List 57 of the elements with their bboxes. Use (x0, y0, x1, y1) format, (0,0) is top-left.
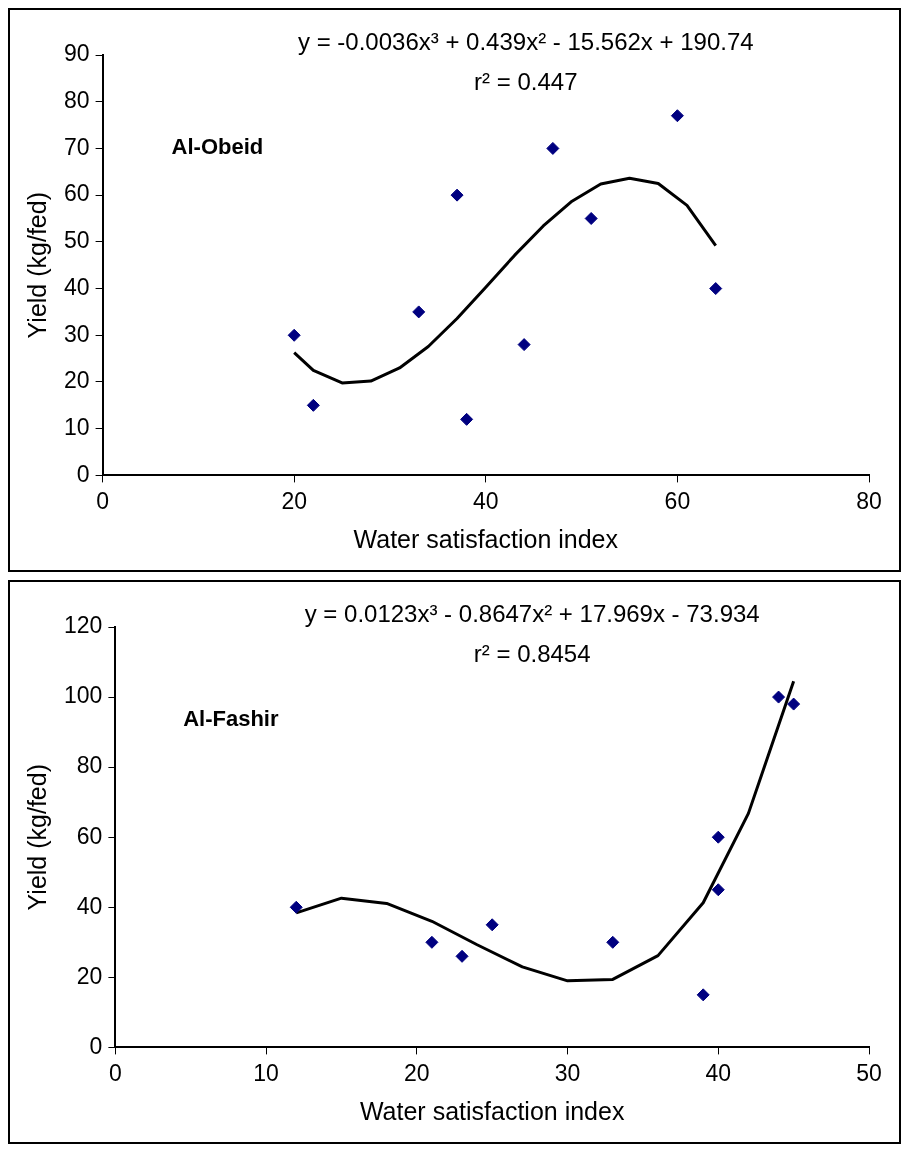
x-tick-label: 20 (281, 487, 307, 514)
y-axis-title: Yield (kg/fed) (22, 764, 51, 911)
x-tick-label: 50 (856, 1059, 882, 1086)
point (485, 918, 499, 932)
text: y = -0.0036x³ + 0.439x² - 15.562x + 190.74 (297, 27, 754, 55)
point (787, 697, 801, 711)
y-tick-label: 100 (64, 682, 103, 709)
text: y = 0.0123x³ - 0.8647x² + 17.969x - 73.934 (304, 599, 760, 627)
y-tick-label: 20 (76, 962, 103, 989)
x-tick-label: 60 (664, 487, 691, 514)
point (711, 830, 725, 844)
annotation: Al-Obeid (171, 133, 264, 159)
y-tick-label: 30 (63, 320, 90, 347)
x-tick-label: 40 (705, 1059, 732, 1086)
y-tick-label: 40 (76, 892, 103, 919)
point (517, 338, 531, 352)
y-tick-label: 40 (63, 273, 90, 300)
y-tick-label: 80 (63, 87, 90, 114)
x-axis-title: Water satisfaction index (353, 524, 619, 553)
point (711, 883, 725, 897)
x-axis-title: Water satisfaction index (359, 1096, 625, 1125)
y-tick-label: 0 (89, 1032, 103, 1059)
point (546, 141, 560, 155)
annotation: Al-Fashir (183, 705, 279, 731)
point (450, 188, 464, 202)
y-tick-label: 70 (63, 133, 90, 160)
point (709, 282, 723, 296)
annotation: r² = 0.447 (474, 67, 578, 95)
x-tick-label: 80 (856, 487, 882, 514)
y-tick-label: 50 (63, 227, 90, 254)
x-tick-label: 30 (554, 1059, 581, 1086)
point (460, 412, 474, 426)
y-tick-label: 10 (63, 414, 90, 441)
point (289, 900, 303, 914)
y-tick-label: 60 (63, 180, 90, 207)
x-tick-label: 20 (404, 1059, 430, 1086)
point (306, 398, 320, 412)
point (455, 949, 469, 963)
point (772, 690, 786, 704)
point (696, 988, 710, 1002)
x-tick-label: 40 (472, 487, 499, 514)
y-tick-label: 20 (63, 367, 90, 394)
y-tick-label: 120 (64, 612, 103, 639)
point (287, 328, 301, 342)
point (425, 935, 439, 949)
x-tick-label: 0 (108, 1059, 122, 1086)
y-tick-label: 60 (76, 822, 103, 849)
point (670, 109, 684, 123)
y-axis-title: Yield (kg/fed) (22, 192, 51, 339)
y-tick-label: 0 (76, 460, 90, 487)
x-tick-label: 10 (253, 1059, 279, 1086)
annotation: r² = 0.8454 (473, 639, 591, 667)
y-tick-label: 90 (63, 40, 90, 67)
y-tick-label: 80 (76, 752, 103, 779)
point (412, 305, 426, 319)
point (606, 935, 620, 949)
point (584, 211, 598, 225)
